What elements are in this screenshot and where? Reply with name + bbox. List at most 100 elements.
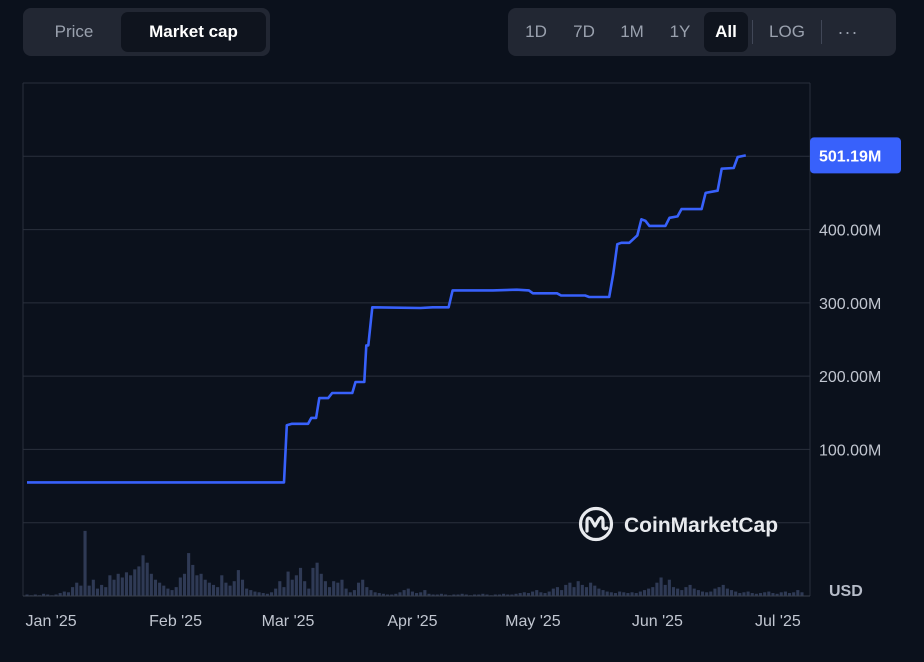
- volume-bar: [141, 555, 145, 596]
- volume-bar: [684, 587, 688, 596]
- volume-bar: [323, 581, 327, 596]
- volume-bar: [149, 573, 153, 596]
- volume-bar: [663, 584, 667, 596]
- volume-bar: [758, 593, 763, 596]
- volume-bar: [361, 579, 365, 596]
- volume-bar: [290, 579, 294, 596]
- volume-bar: [485, 594, 489, 596]
- volume-bar: [750, 593, 754, 596]
- volume-bar: [124, 572, 129, 596]
- volume-bar: [62, 591, 66, 596]
- volume-bar: [386, 594, 390, 596]
- more-options-button[interactable]: ···: [837, 21, 859, 42]
- log-scale-button[interactable]: LOG: [769, 22, 805, 41]
- volume-bar: [535, 590, 539, 596]
- volume-bar: [593, 585, 597, 596]
- range-7d-button[interactable]: 7D: [573, 22, 595, 41]
- volume-bar: [651, 587, 655, 596]
- volume-bar: [220, 575, 224, 596]
- volume-bar: [729, 590, 734, 596]
- volume-bar: [145, 562, 149, 596]
- volume-bar: [477, 594, 481, 596]
- market-cap-tab[interactable]: Market cap: [121, 12, 266, 52]
- volume-bar: [336, 582, 340, 596]
- volume-bar: [717, 587, 721, 596]
- volume-bar: [642, 590, 647, 596]
- volume-bar: [373, 592, 377, 596]
- volume-bar: [191, 564, 195, 596]
- toolbar-divider: [821, 20, 822, 44]
- volume-bar: [680, 590, 684, 596]
- volume-bar: [734, 591, 738, 596]
- volume-bar: [597, 588, 601, 596]
- volume-bar: [162, 585, 166, 596]
- volume-bar: [120, 577, 124, 596]
- current-value-label: 501.19M: [819, 148, 881, 165]
- range-1m-button[interactable]: 1M: [620, 22, 644, 41]
- volume-bar: [365, 587, 369, 596]
- volume-bar: [555, 587, 560, 596]
- volume-bar: [174, 587, 178, 596]
- volume-bar: [531, 591, 535, 596]
- volume-bar: [415, 593, 419, 596]
- volume-bar: [211, 584, 216, 596]
- volume-bar: [245, 588, 249, 596]
- volume-bar: [332, 581, 336, 596]
- range-toggle: 1D 7D 1M 1Y All LOG ···: [508, 8, 896, 56]
- volume-bar: [738, 593, 742, 596]
- price-tab[interactable]: Price: [54, 22, 94, 41]
- volume-bar: [278, 581, 282, 596]
- volume-bar: [705, 592, 709, 596]
- volume-bar: [352, 590, 356, 596]
- volume-bar: [46, 594, 50, 596]
- range-all-button[interactable]: All: [704, 12, 748, 52]
- currency-label: USD: [829, 583, 863, 600]
- volume-bar: [767, 591, 771, 596]
- volume-bar: [514, 593, 518, 596]
- volume-bar: [129, 575, 133, 596]
- volume-bar: [381, 593, 385, 596]
- volume-bar: [634, 593, 638, 596]
- volume-bar: [622, 592, 626, 596]
- y-tick-label: 200.00M: [819, 369, 881, 386]
- volume-bar: [460, 593, 464, 596]
- range-1y-button[interactable]: 1Y: [669, 22, 691, 41]
- volume-bar: [435, 594, 439, 596]
- volume-bar: [54, 594, 58, 596]
- volume-bar: [647, 588, 651, 596]
- metric-toggle: Price Market cap: [23, 8, 270, 56]
- volume-bar: [91, 579, 95, 596]
- volume-bar: [522, 592, 526, 596]
- x-tick-label: Jan '25: [26, 613, 77, 630]
- volume-bar: [83, 530, 87, 596]
- volume-bar: [543, 593, 547, 596]
- volume-bar: [298, 567, 303, 596]
- volume-bar: [170, 590, 174, 596]
- volume-bar: [240, 579, 245, 596]
- volume-bar: [319, 573, 323, 596]
- volume-bar: [601, 590, 605, 596]
- volume-bar: [182, 573, 187, 596]
- volume-bar: [713, 588, 717, 596]
- volume-bar: [605, 591, 609, 596]
- volume-bar: [282, 587, 286, 596]
- volume-bar: [580, 584, 584, 596]
- volume-bar: [754, 593, 758, 596]
- volume-bar: [584, 587, 589, 596]
- volume-bar: [311, 567, 315, 596]
- volume-bar: [356, 582, 361, 596]
- volume-bar: [427, 593, 431, 596]
- volume-bar: [116, 573, 120, 596]
- volume-bar: [464, 594, 468, 596]
- volume-bar: [613, 593, 618, 596]
- volume-bar: [709, 591, 713, 596]
- volume-bar: [257, 592, 261, 596]
- range-1d-button[interactable]: 1D: [525, 22, 547, 41]
- volume-bar: [158, 582, 162, 596]
- volume-bar: [66, 592, 71, 596]
- volume-bar: [327, 587, 332, 596]
- volume-bar: [783, 591, 787, 596]
- volume-bar: [249, 590, 253, 596]
- volume-bar: [398, 592, 402, 596]
